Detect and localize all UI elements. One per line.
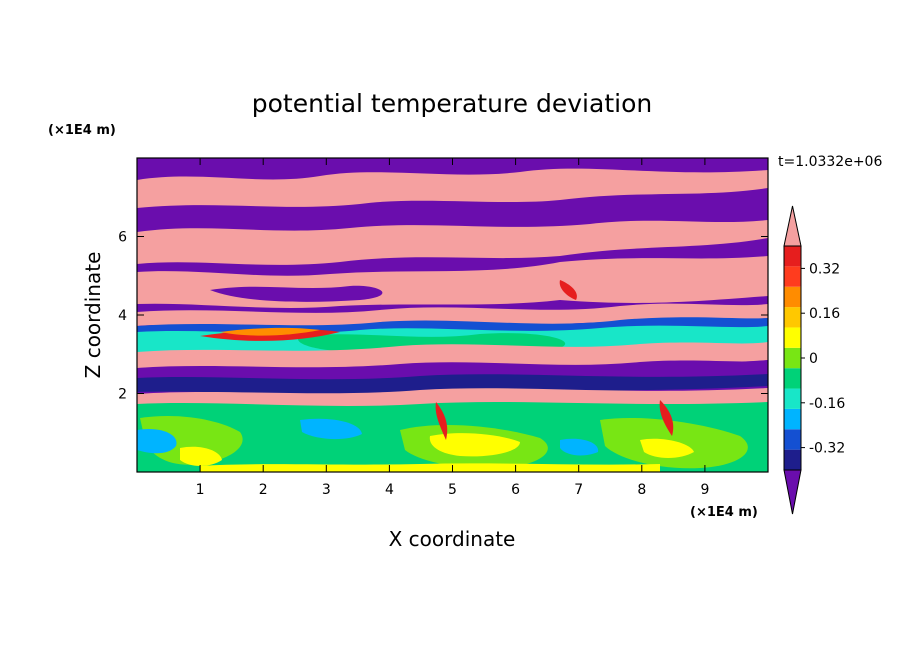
yellow-region-1 (429, 433, 520, 457)
yellow-region-3 (640, 438, 694, 458)
y-tick-label: 4 (118, 308, 127, 324)
y-unit-label: (×1E4 m) (48, 123, 116, 138)
x-axis-label: X coordinate (389, 527, 516, 551)
orange-streak (220, 327, 320, 336)
y-tick-label: 6 (118, 230, 127, 246)
x-tick-label: 9 (700, 482, 709, 498)
colorbar-tick-label: 0.16 (809, 306, 840, 322)
pink-band-2 (137, 220, 768, 265)
x-tick-label: 1 (196, 482, 205, 498)
red-plume-3 (559, 280, 577, 300)
x-unit-label: (×1E4 m) (690, 505, 758, 520)
y-tick-label: 2 (118, 387, 127, 403)
colorbar-swatch (784, 266, 801, 287)
x-tick-label: 8 (637, 482, 646, 498)
cyan-region-1 (137, 428, 177, 454)
colorbar-tick-label: -0.32 (809, 441, 845, 457)
colorbar-bottom-arrow (783, 469, 802, 515)
x-tick-label: 5 (448, 482, 457, 498)
cyan-region-3 (560, 438, 599, 456)
x-tick-label: 6 (511, 482, 520, 498)
colorbar-top-arrow (783, 205, 802, 247)
colorbar-swatch (784, 307, 801, 328)
x-tick-label: 4 (385, 482, 394, 498)
chart-title: potential temperature deviation (252, 89, 652, 118)
x-axis: 1 2 3 4 5 6 7 8 9 (196, 158, 709, 498)
pink-band-4 (137, 303, 768, 329)
lime-region-1 (140, 415, 243, 465)
cyan-region-2 (300, 418, 362, 440)
pink-band-top (137, 168, 768, 208)
colorbar-swatch (784, 368, 801, 389)
colorbar-swatch (784, 347, 801, 369)
y-axis-label: Z coordinate (81, 252, 105, 379)
yellow-base-streak (200, 463, 660, 472)
colorbar-tick-label: 0.32 (809, 261, 840, 277)
navy-streak (137, 374, 768, 396)
colorbar-swatch (784, 327, 801, 348)
colorbar-swatch (784, 246, 801, 267)
heatmap-field (137, 158, 768, 472)
red-plume-1 (435, 402, 448, 440)
colorbar-swatch (784, 449, 801, 470)
x-tick-label: 2 (259, 482, 268, 498)
x-tick-label: 3 (322, 482, 331, 498)
colorbar-swatch (784, 286, 801, 308)
red-plume-2 (659, 400, 674, 436)
colorbar-swatch (784, 408, 801, 430)
colorbar-tick-label: -0.16 (809, 396, 845, 412)
y-axis: 2 4 6 (118, 230, 768, 403)
colorbar-tick-label: 0 (809, 351, 818, 367)
purple-blob-1 (210, 285, 383, 302)
colorbar: -0.32 -0.16 0 0.16 0.32 (783, 205, 845, 515)
colorbar-swatch (784, 388, 801, 409)
yellow-region-2 (180, 446, 222, 466)
colorbar-swatch (784, 429, 801, 450)
x-tick-label: 7 (574, 482, 583, 498)
time-label: t=1.0332e+06 (778, 154, 882, 170)
